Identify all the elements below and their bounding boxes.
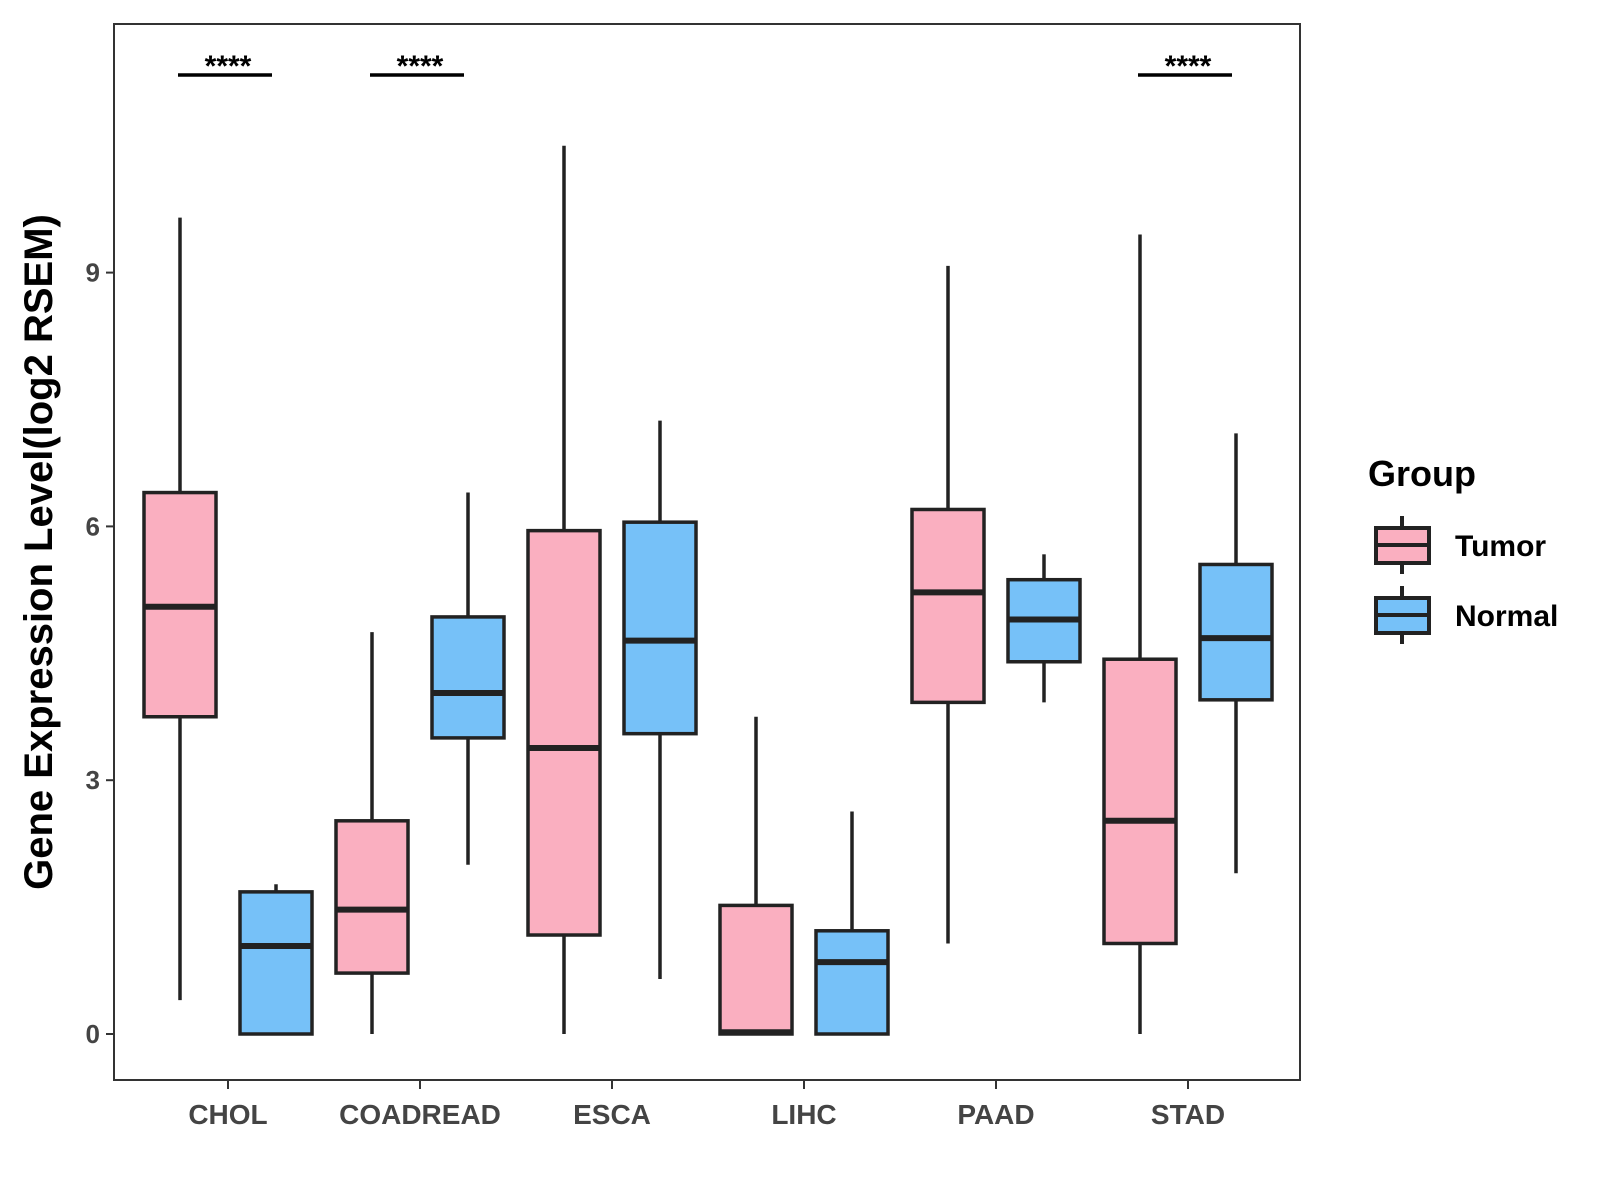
x-tick-label: ESCA <box>573 1099 651 1130</box>
sig-coadread: **** <box>370 50 464 83</box>
x-tick-label: COADREAD <box>339 1099 501 1130</box>
significance-annotations: **** **** **** <box>178 50 1232 83</box>
box-body <box>718 903 794 1036</box>
legend: Group Tumor Normal <box>1368 453 1558 644</box>
box-normal-lihc <box>814 811 890 1036</box>
y-axis-title: Gene Expression Level(log2 RSEM) <box>17 214 61 890</box>
box-tumor-coadread <box>334 632 410 1034</box>
legend-label-tumor: Tumor <box>1455 530 1546 563</box>
y-tick-label: 3 <box>86 765 100 795</box>
x-tick-label: PAAD <box>957 1099 1034 1130</box>
box-body <box>430 615 506 740</box>
box-body <box>814 929 890 1036</box>
x-axis: CHOL COADREAD ESCA LIHC PAAD STAD <box>188 1080 1225 1130</box>
sig-label: **** <box>397 50 444 83</box>
legend-label-normal: Normal <box>1455 600 1558 633</box>
legend-title: Group <box>1368 453 1476 494</box>
x-tick-label: LIHC <box>771 1099 836 1130</box>
y-tick-label: 0 <box>86 1019 100 1049</box>
box-tumor-paad <box>910 265 986 944</box>
box-body <box>526 528 602 937</box>
box-body <box>622 520 698 736</box>
y-tick-label: 9 <box>86 258 100 288</box>
sig-stad: **** <box>1138 50 1232 83</box>
y-axis: 0 3 6 9 <box>86 258 114 1049</box>
box-tumor-esca <box>526 145 602 1034</box>
boxes <box>142 145 1274 1036</box>
y-tick-label: 6 <box>86 511 100 541</box>
box-body <box>1102 657 1178 946</box>
box-tumor-lihc <box>718 716 794 1036</box>
box-normal-stad <box>1198 433 1274 874</box>
box-normal-paad <box>1006 554 1082 703</box>
box-normal-chol <box>238 884 314 1036</box>
legend-key-normal <box>1374 586 1431 644</box>
sig-label: **** <box>205 50 252 83</box>
box-normal-coadread <box>430 492 506 865</box>
box-body <box>334 819 410 975</box>
box-tumor-stad <box>1102 234 1178 1034</box>
x-tick-label: CHOL <box>188 1099 267 1130</box>
legend-key-tumor <box>1374 516 1431 574</box>
sig-chol: **** <box>178 50 272 83</box>
box-normal-esca <box>622 420 698 980</box>
box-tumor-chol <box>142 217 218 1001</box>
box-body <box>910 507 986 705</box>
box-body <box>238 890 314 1036</box>
x-tick-label: STAD <box>1151 1099 1225 1130</box>
sig-label: **** <box>1165 50 1212 83</box>
box-body <box>1198 562 1274 702</box>
